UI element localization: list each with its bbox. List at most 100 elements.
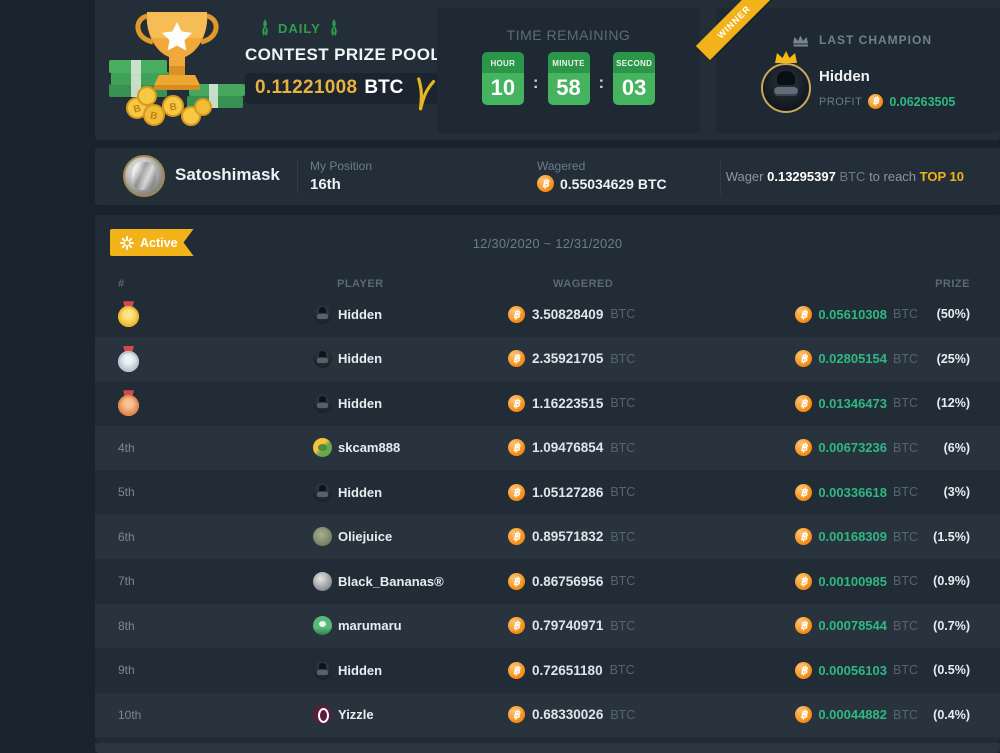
prize-amount: 0.02805154 (818, 351, 887, 367)
currency-label: BTC (893, 396, 918, 411)
wagered-amount: 3.50828409 (532, 306, 604, 322)
rank-label: 10th (118, 707, 142, 722)
spinner-icon (120, 235, 134, 250)
wagered-amount: 0.68330026 (532, 707, 604, 723)
prize-percent: (0.4%) (933, 707, 970, 722)
bitcoin-icon: ฿ (795, 394, 813, 412)
currency-label: BTC (893, 663, 918, 678)
prize-pool-amount-box: 0.11221008 BTC (245, 73, 445, 111)
wagered-amount: 0.89571832 (532, 529, 604, 545)
prize-percent: (3%) (943, 485, 970, 500)
countdown-minute-card: MINUTE 58 (547, 52, 590, 105)
countdown-hour-card: HOUR 10 (481, 52, 524, 105)
player-avatar (313, 705, 332, 725)
rank-label: 9th (118, 663, 135, 678)
daily-label: DAILY (278, 20, 321, 36)
table-row[interactable]: 7th Black_Bananas® ฿ 0.86756956 BTC ฿ 0.001… (95, 559, 1000, 604)
table-row[interactable]: 8th marumaru ฿ 0.79740971 BTC ฿ 0.00078544 B… (95, 603, 1000, 648)
table-row[interactable]: Hidden ฿ 2.35921705 BTC ฿ 0.02805154 BTC (25%… (95, 336, 1000, 381)
gold-medal-icon (118, 301, 139, 328)
wager-goal-text: Wager 0.13295397 BTC to reach TOP 10 (726, 169, 964, 184)
gold-ribbon-icon (417, 77, 436, 111)
bitcoin-icon: ฿ (868, 94, 884, 109)
svg-text:B: B (132, 103, 142, 115)
player-name: Hidden (338, 306, 383, 322)
bitcoin-icon: ฿ (508, 350, 525, 368)
wagered-amount: 0.79740971 (532, 618, 604, 634)
my-position-stat: My Position 16th (310, 159, 372, 193)
laurel-right-icon (331, 19, 337, 36)
currency-label: BTC (610, 485, 636, 500)
table-row[interactable]: 6th Oliejuice ฿ 0.89571832 BTC ฿ 0.00168309… (95, 514, 1000, 559)
table-row[interactable]: 5th Hidden ฿ 1.05127286 BTC ฿ 0.00336618 BTC… (95, 470, 1000, 515)
bitcoin-icon: ฿ (508, 706, 525, 724)
prize-amount: 0.00056103 (818, 662, 887, 678)
my-position-value: 16th (310, 176, 341, 193)
currency-label: BTC (893, 440, 918, 455)
prize-amount: 0.00078544 (818, 618, 887, 634)
player-column-header: PLAYER (337, 278, 384, 290)
profit-label: PROFIT (819, 95, 863, 108)
currency-label: BTC (893, 351, 918, 366)
bitcoin-icon: ฿ (508, 305, 525, 323)
table-row[interactable]: Hidden ฿ 3.50828409 BTC ฿ 0.05610308 BTC (50%… (95, 292, 1000, 337)
table-row[interactable]: 4th skcam888 ฿ 1.09476854 BTC ฿ 0.00673236 B… (95, 425, 1000, 470)
bitcoin-icon: ฿ (508, 617, 525, 635)
currency-label: BTC (610, 707, 636, 722)
hour-label: HOUR (481, 52, 524, 73)
player-avatar (313, 616, 332, 636)
profit-value: 0.06263505 (889, 94, 956, 109)
table-row[interactable]: Hidden ฿ 1.16223515 BTC ฿ 0.01346473 BTC (12%… (95, 381, 1000, 426)
bitcoin-icon: ฿ (795, 305, 813, 323)
prize-percent: (0.7%) (933, 618, 970, 633)
table-row[interactable]: 9th Hidden ฿ 0.72651180 BTC ฿ 0.00056103 BTC… (95, 648, 1000, 693)
player-name: Black_Bananas® (338, 573, 444, 589)
rank-label: 5th (118, 485, 135, 500)
leaderboard-rows: Hidden ฿ 3.50828409 BTC ฿ 0.05610308 BTC (50%… (95, 292, 1000, 737)
wagered-amount: 0.86756956 (532, 573, 604, 589)
active-status-badge[interactable]: Active (110, 229, 194, 256)
leaderboard-panel: Active 12/30/2020 ~ 12/31/2020 # PLAYER … (95, 215, 1000, 743)
currency-label: BTC (610, 529, 636, 544)
bitcoin-icon: ฿ (508, 394, 525, 412)
rank-column-header: # (118, 278, 125, 290)
player-avatar (313, 438, 332, 458)
last-champion-title: LAST CHAMPION (819, 33, 932, 47)
my-stats-bar: Satoshimask My Position 16th Wagered ฿ 0… (95, 148, 1000, 205)
wagered-amount: 1.05127286 (532, 484, 604, 500)
crown-icon (793, 35, 808, 46)
prize-percent: (0.5%) (933, 663, 970, 678)
bitcoin-icon: ฿ (508, 661, 525, 679)
silver-medal-icon (118, 346, 139, 372)
wagered-amount: 1.16223515 (532, 395, 604, 411)
second-value: 03 (613, 73, 656, 105)
wagered-column-header: WAGERED (553, 278, 614, 290)
wagered-amount: 1.09476854 (532, 440, 604, 456)
prize-percent: (0.9%) (933, 574, 970, 589)
countdown-card: TIME REMAINING HOUR 10 : MINUTE 58 : SEC… (437, 8, 700, 133)
prize-amount: 0.00673236 (818, 440, 887, 456)
currency-label: BTC (610, 574, 636, 589)
contest-date-range: 12/30/2020 ~ 12/31/2020 (472, 236, 623, 251)
prize-percent: (1.5%) (933, 529, 970, 544)
hour-value: 10 (481, 73, 524, 105)
currency-label: BTC (893, 307, 918, 322)
bitcoin-icon: ฿ (795, 483, 813, 501)
bitcoin-icon: ฿ (508, 528, 525, 546)
player-name: skcam888 (338, 440, 401, 456)
player-name: Hidden (338, 351, 383, 367)
rank-label: 7th (118, 574, 135, 589)
champion-name: Hidden (819, 68, 870, 85)
player-name: Oliejuice (338, 529, 393, 545)
countdown-colon: : (598, 72, 605, 92)
bitcoin-icon: ฿ (795, 661, 813, 679)
player-avatar (313, 527, 332, 547)
countdown-colon: : (532, 72, 539, 92)
active-label: Active (140, 235, 178, 250)
contest-header-banner: B B B DAILY CONTEST PRIZE POOL 0.1122100… (95, 0, 1000, 140)
prize-pool-block: DAILY CONTEST PRIZE POOL 0.11221008 BTC (245, 18, 525, 111)
table-row[interactable]: 10th Yizzle ฿ 0.68330026 BTC ฿ 0.00044882 BT… (95, 692, 1000, 737)
rank-label: 8th (118, 618, 135, 633)
prize-amount: 0.00100985 (818, 573, 887, 589)
wagered-amount: 0.72651180 (532, 662, 603, 678)
